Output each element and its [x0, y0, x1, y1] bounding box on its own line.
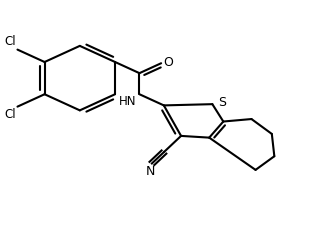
Text: Cl: Cl: [4, 35, 16, 48]
Text: Cl: Cl: [4, 108, 16, 121]
Text: HN: HN: [119, 95, 136, 108]
Text: N: N: [146, 165, 155, 178]
Text: O: O: [164, 56, 173, 68]
Text: S: S: [218, 96, 226, 109]
